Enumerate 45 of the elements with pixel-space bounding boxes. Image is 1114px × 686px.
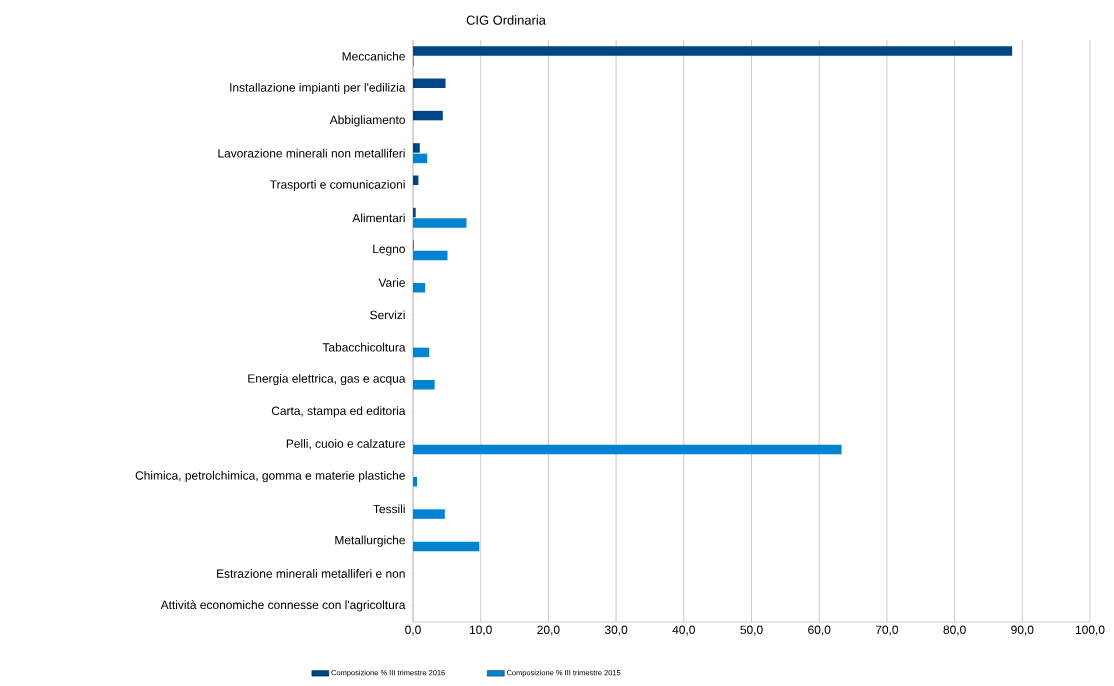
y-tick-label: Energia elettrica, gas e acqua bbox=[248, 373, 406, 386]
y-tick-label: Trasporti e comunicazioni bbox=[269, 179, 405, 192]
x-tick-label: 40,0 bbox=[672, 625, 695, 636]
y-tick-label: Alimentari bbox=[352, 213, 405, 223]
bar bbox=[413, 78, 446, 88]
chart-title: CIG Ordinaria bbox=[466, 15, 546, 25]
y-tick-label: Abbigliamento bbox=[329, 115, 405, 127]
bar bbox=[413, 444, 842, 455]
bar bbox=[413, 347, 430, 358]
bar bbox=[413, 143, 420, 153]
x-tick-label: 10,0 bbox=[469, 625, 492, 636]
bar bbox=[413, 110, 443, 121]
bar bbox=[413, 207, 416, 218]
y-tick-label: Tessili bbox=[373, 504, 405, 514]
y-tick-label: Chimica, petrolchimica, gomma e materie plastiche bbox=[135, 470, 405, 483]
y-tick-label: Lavorazione minerali non metalliferi bbox=[218, 148, 405, 158]
y-tick-label: Pelli, cuoio e calzature bbox=[286, 439, 405, 450]
x-tick-label: 70,0 bbox=[875, 625, 899, 636]
x-tick-label: 80,0 bbox=[943, 625, 966, 636]
y-tick-label: Installazione impianti per l'edilizia bbox=[230, 82, 406, 95]
x-tick-label: 100,0 bbox=[1075, 625, 1105, 636]
x-tick-label: 90,0 bbox=[1011, 625, 1034, 636]
y-tick-label: Servizi bbox=[370, 310, 405, 320]
y-tick-label: Metallurgiche bbox=[335, 535, 405, 547]
bar bbox=[413, 218, 467, 228]
y-tick-label: Meccaniche bbox=[342, 51, 405, 61]
y-tick-label: Estrazione minerali metalliferi e non bbox=[217, 569, 405, 578]
bar bbox=[413, 380, 435, 390]
y-tick-label: Attività economiche connesse con l'agricoltura bbox=[160, 600, 406, 612]
bar bbox=[413, 283, 426, 293]
y-tick-label: Carta, stampa ed editoria bbox=[271, 406, 406, 418]
x-tick-label: 20,0 bbox=[537, 625, 560, 636]
bar bbox=[413, 153, 428, 164]
x-tick-label: 60,0 bbox=[808, 625, 831, 636]
x-tick-label: 30,0 bbox=[604, 625, 628, 636]
x-tick-label: 0,0 bbox=[405, 625, 421, 636]
bar bbox=[413, 250, 448, 261]
x-tick-label: 50,0 bbox=[740, 625, 763, 636]
y-tick-label: Tabacchicoltura bbox=[322, 342, 406, 352]
bar bbox=[413, 541, 480, 552]
bar bbox=[413, 477, 418, 487]
bar bbox=[413, 46, 1013, 56]
y-tick-label: Varie bbox=[378, 278, 405, 287]
bar bbox=[413, 509, 445, 519]
y-tick-label: Legno bbox=[373, 244, 405, 256]
